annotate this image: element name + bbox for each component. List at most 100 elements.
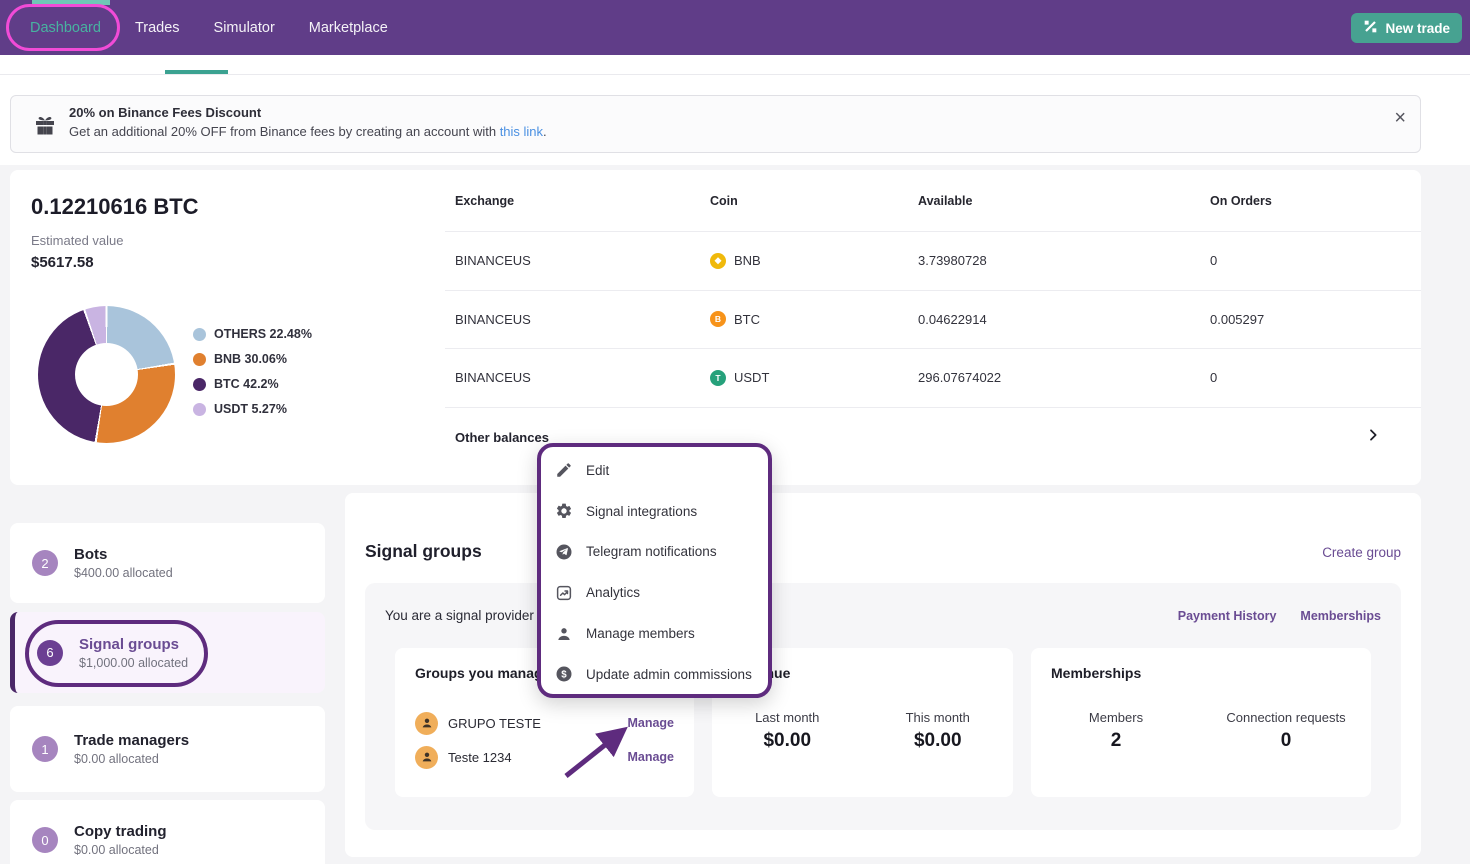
bnb-coin-icon: ◆: [710, 253, 726, 269]
sidebar-card-copy-trading[interactable]: 0 Copy trading $0.00 allocated: [10, 800, 325, 864]
banner-close-icon[interactable]: ×: [1394, 108, 1406, 128]
nav-item-simulator[interactable]: Simulator: [214, 20, 275, 36]
stat-label: Last month: [712, 710, 863, 725]
bots-title: Bots: [74, 546, 173, 563]
nav-item-trades[interactable]: Trades: [135, 20, 180, 36]
coin-name: USDT: [734, 370, 769, 385]
memberships-link[interactable]: Memberships: [1300, 609, 1381, 623]
chevron-right-icon: [1365, 427, 1381, 448]
group-avatar: [415, 712, 438, 735]
provider-links: Payment History Memberships: [1178, 609, 1381, 623]
banner-text-prefix: Get an additional 20% OFF from Binance f…: [69, 124, 500, 139]
svg-text:$: $: [561, 670, 567, 681]
banner-text: Get an additional 20% OFF from Binance f…: [69, 124, 547, 139]
revenue-stats: Last month $0.00 This month $0.00: [712, 710, 1013, 752]
banner-link[interactable]: this link: [500, 124, 543, 139]
gift-icon: [33, 113, 57, 142]
table-row[interactable]: BINANCEUS TUSDT 296.07674022 0: [445, 349, 1421, 408]
menu-item-telegram-notifications[interactable]: Telegram notifications: [541, 532, 768, 573]
payment-history-link[interactable]: Payment History: [1178, 609, 1277, 623]
allocation-legend: OTHERS 22.48% BNB 30.06% BTC 42.2% USDT …: [193, 327, 312, 416]
column-header-on-orders: On Orders: [1200, 194, 1421, 208]
dollar-icon: $: [555, 665, 573, 683]
nav-item-dashboard[interactable]: Dashboard: [30, 20, 101, 36]
signal-groups-count-badge: 6: [37, 640, 63, 666]
balance-card: 0.12210616 BTC Estimated value $5617.58 …: [10, 170, 1421, 485]
promo-banner: 20% on Binance Fees Discount Get an addi…: [10, 95, 1421, 153]
stat-this-month: This month $0.00: [863, 710, 1014, 752]
sidebar-card-trade-managers[interactable]: 1 Trade managers $0.00 allocated: [10, 706, 325, 792]
menu-item-edit[interactable]: Edit: [541, 450, 768, 491]
cell-exchange: BINANCEUS: [445, 253, 700, 268]
menu-item-analytics[interactable]: Analytics: [541, 572, 768, 613]
coin-name: BNB: [734, 253, 761, 268]
legend-item: OTHERS 22.48%: [193, 327, 312, 341]
legend-label: BTC 42.2%: [214, 377, 279, 391]
dashboard-page: Dashboard Trades Simulator Marketplace N…: [0, 0, 1470, 864]
column-header-coin: Coin: [700, 194, 908, 208]
memberships-card-title: Memberships: [1051, 665, 1141, 681]
stat-value: $0.00: [863, 730, 1014, 752]
groups-card-title: Groups you manage: [415, 665, 550, 681]
legend-dot-btc: [193, 378, 206, 391]
group-actions-menu: Edit Signal integrations Telegram notifi…: [537, 443, 772, 698]
manage-link[interactable]: Manage: [627, 716, 674, 730]
menu-item-label: Manage members: [586, 626, 695, 641]
usdt-coin-icon: T: [710, 370, 726, 386]
stat-label: This month: [863, 710, 1014, 725]
group-row: Teste 1234 Manage: [415, 745, 674, 769]
trade-wand-icon: [1363, 19, 1378, 37]
stat-label: Members: [1031, 710, 1201, 725]
sidebar-card-signal-groups[interactable]: 6 Signal groups $1,000.00 allocated: [10, 612, 325, 693]
menu-item-signal-integrations[interactable]: Signal integrations: [541, 491, 768, 532]
column-header-available: Available: [908, 194, 1200, 208]
menu-item-update-admin-commissions[interactable]: $ Update admin commissions: [541, 654, 768, 695]
nav-item-marketplace[interactable]: Marketplace: [309, 20, 388, 36]
manage-link[interactable]: Manage: [627, 750, 674, 764]
coin-name: BTC: [734, 312, 760, 327]
column-header-exchange: Exchange: [445, 194, 700, 208]
create-group-link[interactable]: Create group: [1322, 545, 1401, 560]
cell-on-orders: 0.005297: [1200, 312, 1421, 327]
copy-trading-title: Copy trading: [74, 823, 167, 840]
balances-table: Exchange Coin Available On Orders BINANC…: [445, 170, 1421, 485]
btc-coin-icon: B: [710, 311, 726, 327]
banner-title: 20% on Binance Fees Discount: [69, 105, 261, 120]
copy-trading-allocated: $0.00 allocated: [74, 843, 167, 857]
menu-item-label: Update admin commissions: [586, 667, 752, 682]
table-header-row: Exchange Coin Available On Orders: [445, 170, 1421, 232]
table-row[interactable]: BINANCEUS ◆BNB 3.73980728 0: [445, 232, 1421, 291]
legend-dot-others: [193, 328, 206, 341]
estimated-value-label: Estimated value: [31, 233, 124, 248]
signal-groups-title: Signal groups: [79, 636, 188, 653]
menu-item-label: Telegram notifications: [586, 544, 717, 559]
legend-item: BTC 42.2%: [193, 377, 312, 391]
cell-coin: ◆ BNB: [700, 253, 908, 269]
analytics-icon: [555, 584, 573, 602]
menu-item-label: Signal integrations: [586, 504, 697, 519]
cell-coin: T USDT: [700, 370, 908, 386]
cell-available: 0.04622914: [908, 312, 1200, 327]
membership-stats: Members 2 Connection requests 0: [1031, 710, 1371, 752]
sidebar-card-bots[interactable]: 2 Bots $400.00 allocated: [10, 523, 325, 603]
stat-value: $0.00: [712, 730, 863, 752]
stat-value: 2: [1031, 730, 1201, 752]
legend-label: OTHERS 22.48%: [214, 327, 312, 341]
cell-available: 296.07674022: [908, 370, 1200, 385]
trade-managers-allocated: $0.00 allocated: [74, 752, 189, 766]
active-subtab-indicator: [165, 70, 228, 74]
legend-label: BNB 30.06%: [214, 352, 287, 366]
new-trade-button[interactable]: New trade: [1351, 13, 1462, 43]
legend-dot-usdt: [193, 403, 206, 416]
cell-available: 3.73980728: [908, 253, 1200, 268]
cell-exchange: BINANCEUS: [445, 370, 700, 385]
person-icon: [555, 625, 573, 643]
subnav-divider: [0, 74, 1470, 75]
stat-members: Members 2: [1031, 710, 1201, 752]
stat-value: 0: [1201, 730, 1371, 752]
group-avatar: [415, 746, 438, 769]
other-balances-label: Other balances: [455, 430, 549, 445]
table-row[interactable]: BINANCEUS BBTC 0.04622914 0.005297: [445, 291, 1421, 350]
menu-item-manage-members[interactable]: Manage members: [541, 613, 768, 654]
bots-count-badge: 2: [32, 550, 58, 576]
